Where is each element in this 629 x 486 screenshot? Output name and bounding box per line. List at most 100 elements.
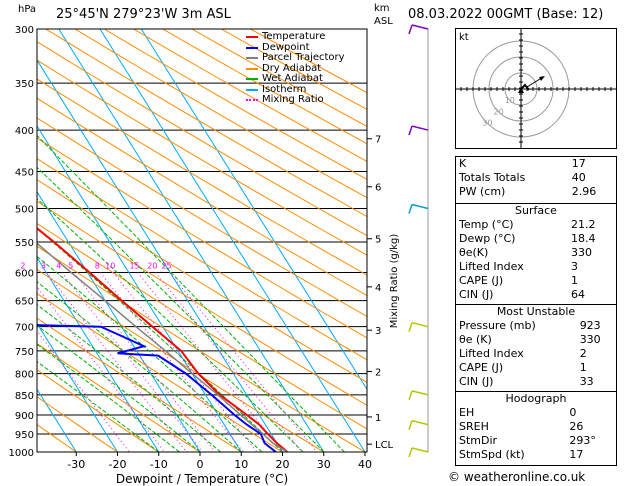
table-row: PW (cm) 2.96 (455, 185, 617, 199)
pressure-tick-700: 700 (15, 323, 34, 334)
wind-barb-flag (408, 24, 413, 35)
index-label: Temp (°C) (459, 218, 514, 231)
temp-tick-label: 40 (358, 458, 372, 471)
index-label: StmDir (459, 434, 498, 447)
km-tick-label: 4 (375, 283, 381, 294)
km-tick-label: 6 (375, 183, 381, 194)
dry-adiabat (37, 179, 367, 383)
index-label: SREH (459, 420, 489, 433)
hodograph-unit-label: kt (459, 32, 469, 43)
isotherm (37, 190, 201, 452)
isotherm (99, 29, 366, 452)
km-tick-label: 5 (375, 235, 381, 246)
table-row: CAPE (J) 1 (455, 361, 617, 375)
table-row: CIN (J) 64 (455, 288, 617, 302)
wet-adiabat (37, 281, 242, 452)
mixing-ratio-label: 4 (56, 262, 61, 271)
index-label: Totals Totals (459, 171, 526, 184)
index-label: PW (cm) (459, 185, 506, 198)
index-label: CIN (J) (459, 375, 494, 388)
series-temperature (37, 227, 289, 452)
legend-swatch (246, 57, 258, 60)
mixing-ratio-line (99, 272, 244, 452)
legend-label: Dewpoint (262, 41, 310, 53)
wet-adiabat (37, 166, 325, 452)
index-value: 17 (571, 157, 586, 170)
mixing-ratio-label: 20 (147, 262, 157, 271)
dry-adiabat (37, 78, 367, 276)
pressure-tick-650: 650 (15, 297, 34, 308)
mixing-ratio-line (73, 272, 216, 452)
dry-adiabat (37, 369, 160, 452)
temp-tick-label: 10 (234, 458, 248, 471)
table-row: θe (K) 330 (455, 333, 617, 347)
dry-adiabat (37, 97, 367, 297)
table-row: K 17 (455, 157, 617, 171)
temp-tick-label: -20 (109, 458, 127, 471)
index-value: 330 (570, 246, 592, 259)
index-value: 2 (579, 347, 587, 360)
legend-item: Dewpoint (246, 41, 345, 54)
dry-adiabat (37, 268, 325, 452)
pressure-tick-1000: 1000 (9, 448, 34, 459)
km-unit-label: km (374, 3, 390, 14)
storm-motion-arrowhead (539, 76, 545, 81)
chart-legend: Temperature Dewpoint Parcel Trajectory Dry … (246, 31, 345, 106)
index-label: CAPE (J) (459, 274, 504, 287)
index-value: 26 (569, 420, 584, 433)
mixing-ratio-label: 25 (161, 262, 171, 271)
legend-item: Parcel Trajectory (246, 52, 345, 64)
dry-adiabat (37, 292, 283, 452)
table-row: Totals Totals 40 (455, 171, 617, 185)
table-row: θe(K) 330 (455, 246, 617, 260)
indices-table: K 17 Totals Totals 40 PW (cm) 2.96 (455, 157, 617, 199)
pressure-tick-950: 950 (15, 430, 34, 441)
wet-adiabat (37, 361, 160, 452)
pressure-tick-600: 600 (15, 269, 34, 280)
index-label: StmSpd (kt) (459, 448, 525, 461)
asl-unit-label: ASL (374, 16, 393, 27)
dry-adiabat (37, 137, 367, 339)
legend-swatch (246, 99, 258, 102)
table-row: Lifted Index 3 (455, 260, 617, 274)
table-row: SREH 26 (455, 420, 617, 434)
pressure-tick-900: 900 (15, 411, 34, 422)
index-label: θe (K) (459, 333, 492, 346)
run-datetime: 08.03.2022 00GMT (Base: 12) (408, 7, 604, 22)
legend-label: Mixing Ratio (262, 94, 324, 105)
table-row: Temp (°C) 21.2 (455, 218, 617, 232)
legend-swatch (246, 88, 258, 91)
isotherm (37, 256, 160, 452)
legend-label: Wet Adiabat (262, 73, 323, 84)
mixing-ratio-line (155, 272, 303, 452)
x-axis-label: Dewpoint / Temperature (°C) (116, 472, 288, 486)
index-label: CAPE (J) (459, 361, 504, 374)
table-row: CAPE (J) 1 (455, 274, 617, 288)
km-tick-label: 3 (375, 326, 381, 337)
temp-tick-label: 30 (317, 458, 331, 471)
pressure-tick-750: 750 (15, 347, 34, 358)
dry-adiabat (74, 29, 367, 199)
km-tick-label: 2 (375, 367, 381, 378)
credit-text: © weatheronline.co.uk (448, 470, 586, 484)
storm-motion-marker (518, 87, 524, 93)
legend-swatch (246, 67, 258, 70)
index-value: 0 (569, 406, 577, 419)
pressure-tick-450: 450 (15, 167, 34, 178)
hodograph-ring-label: 10 (505, 96, 515, 105)
section-title: Hodograph (505, 392, 567, 405)
table-row: Lifted Index 2 (455, 347, 617, 361)
index-value: 330 (579, 333, 601, 346)
pressure-tick-300: 300 (15, 25, 34, 36)
hodograph-ring-label: 20 (494, 107, 504, 116)
wind-barb (411, 321, 429, 328)
dry-adiabat (103, 29, 367, 180)
table-row: Pressure (mb) 923 (455, 319, 617, 333)
dry-adiabat (37, 59, 367, 256)
wind-barb (411, 390, 429, 396)
index-value: 293° (569, 434, 596, 447)
index-label: CIN (J) (459, 288, 494, 301)
index-value: 1 (579, 361, 587, 374)
table-row: StmDir 293° (455, 434, 617, 448)
